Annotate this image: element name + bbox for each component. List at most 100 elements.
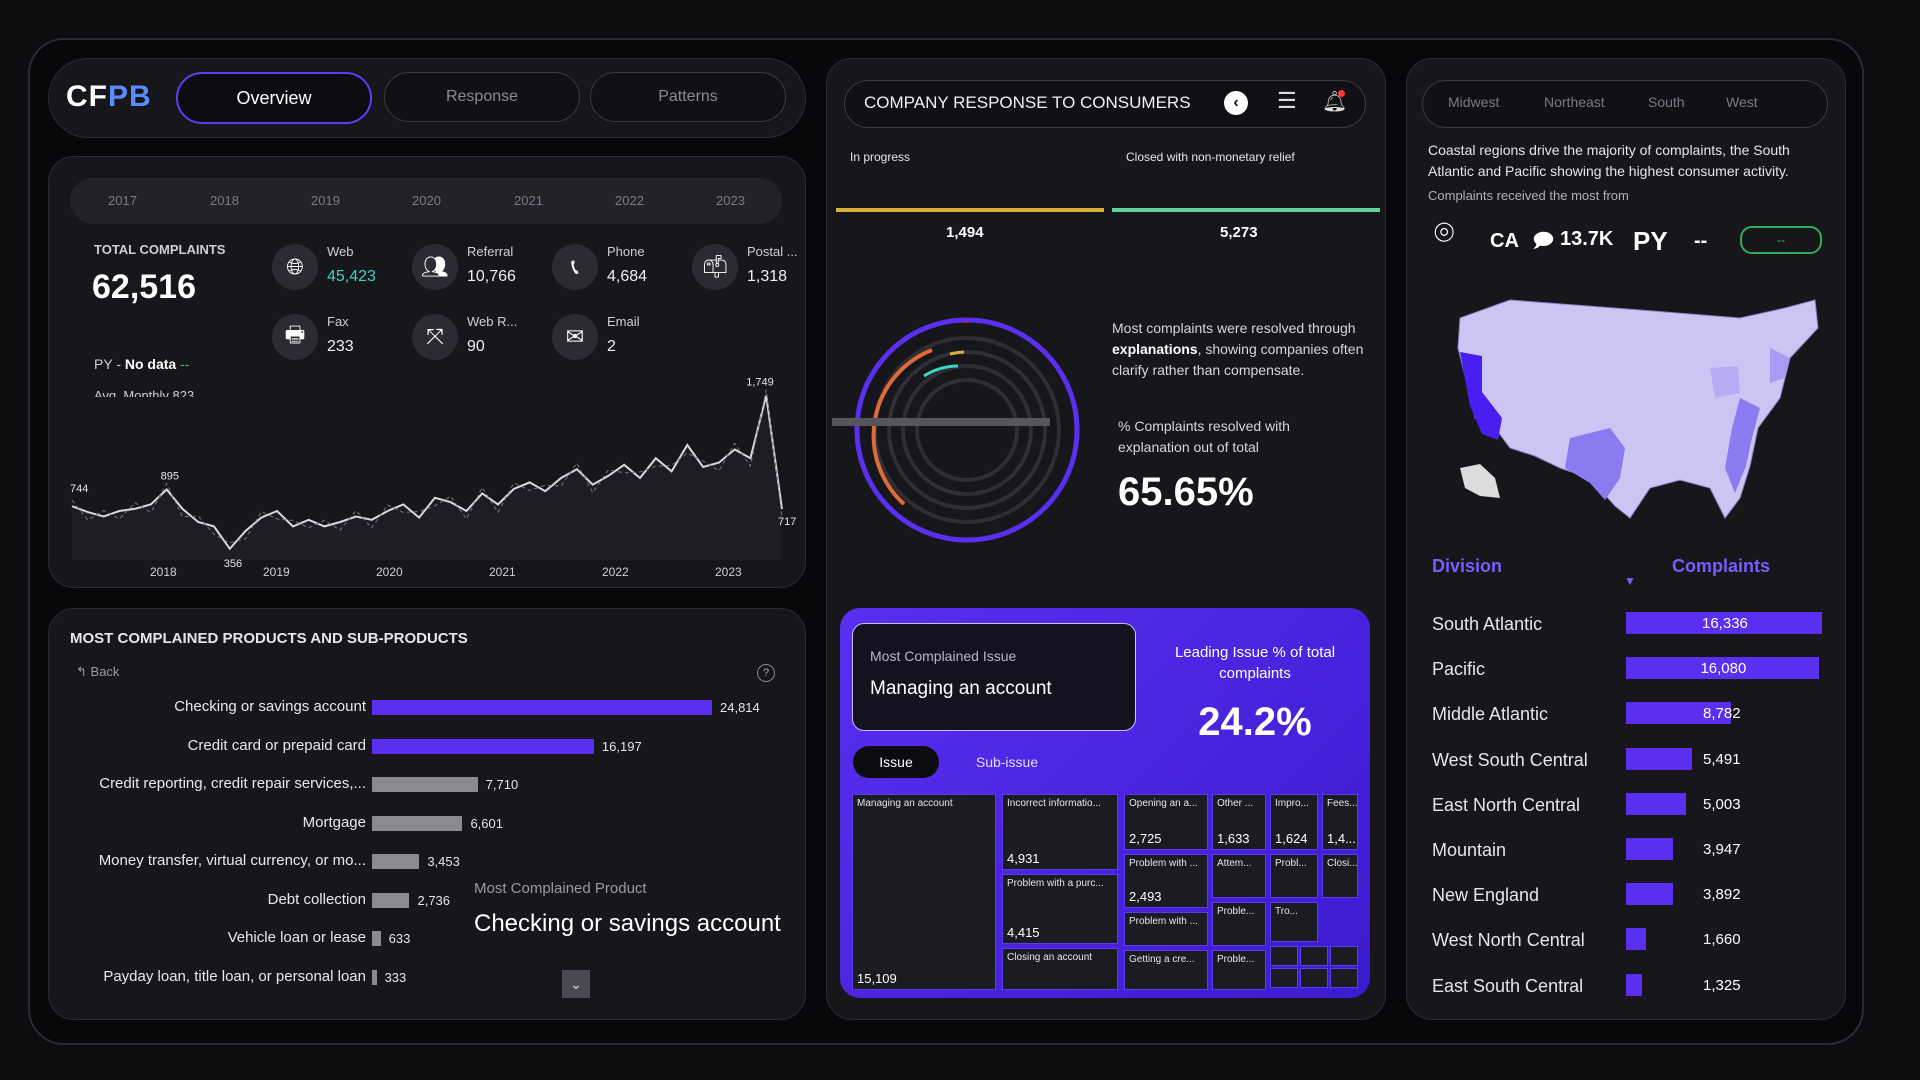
most-issue-value: Managing an account <box>870 678 1052 699</box>
product-name[interactable]: Vehicle loan or lease <box>227 929 366 946</box>
treemap-value: 2,493 <box>1129 889 1162 904</box>
division-name[interactable]: Mountain <box>1432 840 1507 860</box>
treemap-tile[interactable]: Incorrect informatio... 4,931 <box>1002 794 1118 870</box>
region-tab-northeast[interactable]: Northeast <box>1544 94 1605 110</box>
product-name[interactable]: Mortgage <box>302 813 366 831</box>
division-bar[interactable] <box>1626 702 1732 725</box>
treemap-tile[interactable]: Tro... <box>1270 902 1318 942</box>
division-bar[interactable] <box>1626 657 1819 680</box>
year-2023[interactable]: 2023 <box>716 193 745 208</box>
channel-label: Referral <box>467 244 514 259</box>
x-tick-label: 2021 <box>489 565 516 579</box>
division-bar[interactable] <box>1626 838 1674 860</box>
year-2021[interactable]: 2021 <box>514 193 543 208</box>
treemap-tile[interactable]: Probl... <box>1270 854 1318 898</box>
division-bar[interactable] <box>1626 928 1646 951</box>
division-name[interactable]: New England <box>1432 885 1540 906</box>
treemap-small-tile[interactable] <box>1330 968 1358 988</box>
treemap-tile[interactable]: Other ... 1,633 <box>1212 794 1266 850</box>
division-name[interactable]: Pacific <box>1432 659 1486 680</box>
channel-value: 233 <box>327 338 354 355</box>
sort-chevron-icon[interactable]: ▼ <box>1624 574 1636 588</box>
product-name[interactable]: Checking or savings account <box>174 698 366 715</box>
treemap-tile[interactable]: Attem... <box>1212 854 1266 898</box>
treemap-small-tile[interactable] <box>1330 946 1358 966</box>
treemap-tile[interactable]: Proble... <box>1212 902 1266 946</box>
help-icon[interactable]: ? <box>757 664 775 682</box>
region-tab-west[interactable]: West <box>1726 94 1758 110</box>
region-insight: Coastal regions drive the majority of co… <box>1428 142 1790 179</box>
treemap-tile[interactable]: Problem with a purc... 4,415 <box>1002 874 1118 944</box>
complaints-header[interactable]: Complaints <box>1672 556 1771 576</box>
response-title: COMPANY RESPONSE TO CONSUMERS <box>864 93 1191 112</box>
region-tab-midwest[interactable]: Midwest <box>1448 94 1500 110</box>
treemap-label: Opening an a... <box>1129 798 1198 809</box>
division-name[interactable]: South Atlantic <box>1432 614 1543 634</box>
treemap-small-tile[interactable] <box>1300 968 1328 988</box>
division-header[interactable]: Division <box>1432 556 1503 576</box>
product-bar[interactable] <box>372 892 410 908</box>
year-2020[interactable]: 2020 <box>412 193 441 208</box>
treemap-tile[interactable]: Fees... 1,4... <box>1322 794 1358 850</box>
treemap-value: 4,931 <box>1007 851 1040 866</box>
product-bar[interactable] <box>372 738 594 754</box>
treemap-tile[interactable]: Getting a cre... <box>1124 950 1208 990</box>
scroll-down-button[interactable]: ⌄ <box>562 970 590 998</box>
treemap-tile[interactable]: Closing an account <box>1002 948 1118 990</box>
division-name[interactable]: West North Central <box>1432 930 1585 951</box>
product-name[interactable]: Money transfer, virtual currency, or mo.… <box>98 852 366 869</box>
envelope-icon: ✉ <box>552 314 598 360</box>
back-button[interactable]: ↰ Back <box>76 664 120 679</box>
treemap-small-tile[interactable] <box>1300 946 1328 966</box>
division-name[interactable]: East South Central <box>1432 975 1584 996</box>
product-value: 3,453 <box>427 854 460 869</box>
treemap-tile[interactable]: Proble... <box>1212 950 1266 990</box>
division-bar[interactable] <box>1626 973 1642 996</box>
year-2018[interactable]: 2018 <box>210 193 239 208</box>
trend-area <box>72 395 782 560</box>
tab-issue[interactable]: Issue <box>853 746 939 778</box>
product-name[interactable]: Credit card or prepaid card <box>187 736 366 754</box>
treemap-tile[interactable]: Closi... <box>1322 854 1358 898</box>
treemap-small-tile[interactable] <box>1270 968 1298 988</box>
product-name[interactable]: Debt collection <box>267 890 366 908</box>
product-name[interactable]: Payday loan, title loan, or personal loa… <box>103 967 366 985</box>
year-2019[interactable]: 2019 <box>311 193 340 208</box>
product-bar[interactable] <box>372 931 381 946</box>
tab-patterns[interactable]: Patterns <box>590 72 786 122</box>
chat-icon: 🗩︎ <box>1532 230 1555 252</box>
product-bar[interactable] <box>372 777 478 792</box>
division-name[interactable]: East North Central <box>1432 794 1581 815</box>
pct-value: 65.65% <box>1118 470 1254 514</box>
product-bar[interactable] <box>372 700 712 715</box>
tab-sub-issue[interactable]: Sub-issue <box>975 754 1039 770</box>
division-bar[interactable] <box>1626 883 1673 906</box>
region-tab-south[interactable]: South <box>1648 94 1685 110</box>
tab-overview[interactable]: Overview <box>176 72 372 124</box>
treemap-tile[interactable]: Impro... 1,624 <box>1270 794 1318 850</box>
product-value: 6,601 <box>470 815 503 831</box>
division-name[interactable]: Middle Atlantic <box>1432 704 1549 725</box>
division-bar[interactable] <box>1626 612 1822 634</box>
product-bar[interactable] <box>372 969 377 985</box>
product-name[interactable]: Credit reporting, credit repair services… <box>99 775 366 792</box>
year-2022[interactable]: 2022 <box>615 193 644 208</box>
filter-icon[interactable]: ☰ <box>1277 88 1297 113</box>
division-bar[interactable] <box>1626 792 1687 815</box>
treemap-label: Impro... <box>1275 798 1309 809</box>
product-bar[interactable] <box>372 854 420 869</box>
product-bar[interactable] <box>372 815 463 831</box>
treemap-small-tile[interactable] <box>1270 946 1298 966</box>
treemap-label: Getting a cre... <box>1129 954 1195 965</box>
treemap-tile[interactable]: Problem with ... 2,493 <box>1124 854 1208 908</box>
back-circle-icon[interactable]: ‹ <box>1224 91 1248 115</box>
treemap-value: 4,415 <box>1007 925 1040 940</box>
treemap-tile[interactable]: Problem with ... <box>1124 912 1208 946</box>
treemap-tile[interactable]: Managing an account 15,109 <box>852 794 996 990</box>
division-bar[interactable] <box>1626 747 1692 770</box>
division-name[interactable]: West South Central <box>1432 749 1588 770</box>
tab-response[interactable]: Response <box>384 72 580 122</box>
product-value: 7,710 <box>485 777 519 792</box>
year-2017[interactable]: 2017 <box>108 193 137 208</box>
treemap-tile[interactable]: Opening an a... 2,725 <box>1124 794 1208 850</box>
